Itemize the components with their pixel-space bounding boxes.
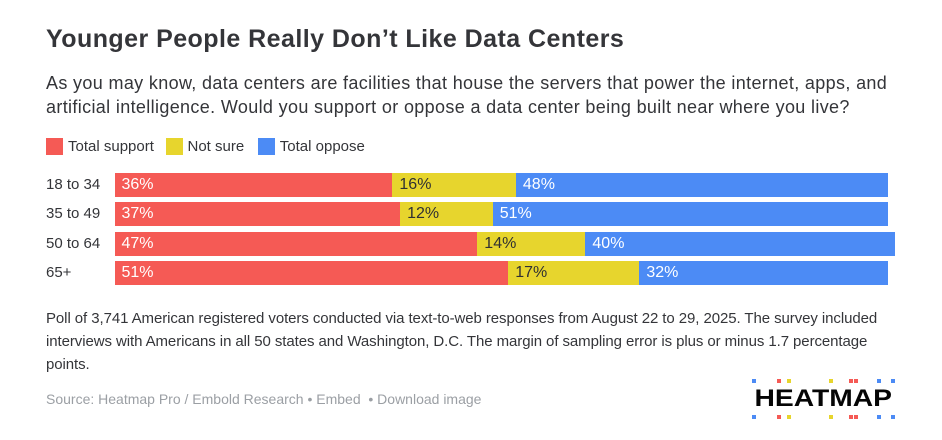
svg-text:HEATMAP: HEATMAP: [755, 389, 893, 411]
